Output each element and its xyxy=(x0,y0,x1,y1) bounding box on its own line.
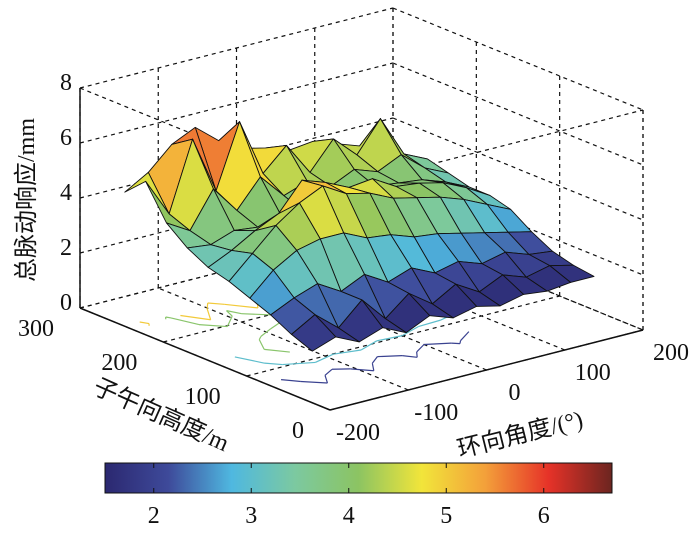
colorbar-tick-label: 5 xyxy=(440,503,452,529)
x-tick-label: 0 xyxy=(509,380,521,406)
x-axis-label: 环向角度/(°) xyxy=(455,406,586,463)
contour-segment xyxy=(325,369,332,375)
side-wall-grid-line xyxy=(393,63,643,165)
contour-segment xyxy=(417,352,418,357)
colorbar-tick-label: 2 xyxy=(148,503,160,529)
z-axis-label: 总脉动响应/mm xyxy=(13,118,40,282)
contour-segment xyxy=(372,357,377,364)
contour-segment xyxy=(235,357,265,363)
contour-segment xyxy=(460,341,461,344)
contour-segment xyxy=(361,341,377,350)
contour-segment xyxy=(333,350,361,354)
contour-segment xyxy=(451,343,460,344)
contour-segment xyxy=(377,356,402,357)
contour-segment xyxy=(264,363,282,364)
colorbar-tick-label: 4 xyxy=(343,503,355,529)
contour-segment xyxy=(461,332,469,341)
y-tick-label: 100 xyxy=(185,384,221,410)
y-tick-label: 0 xyxy=(292,418,304,444)
contour-segment xyxy=(261,329,271,337)
z-tick-label: 8 xyxy=(60,70,72,96)
x-tick-label: 200 xyxy=(653,340,689,366)
colorbar-tick-label: 6 xyxy=(538,503,550,529)
colorbar-tick-label: 3 xyxy=(245,503,257,529)
z-tick-label: 2 xyxy=(60,235,72,261)
colorbar xyxy=(105,463,612,493)
side-wall-grid-line xyxy=(393,8,643,110)
z-tick-label: 0 xyxy=(60,290,72,316)
contour-segment xyxy=(424,343,451,344)
y-tick-label: 200 xyxy=(101,350,137,376)
contour-segment xyxy=(207,303,208,309)
contour-segment xyxy=(166,317,171,318)
contour-segment xyxy=(140,322,149,324)
contour-segment xyxy=(325,375,327,383)
contour-segment xyxy=(171,318,199,325)
contour-segment xyxy=(301,382,328,384)
contour-segment xyxy=(417,345,424,352)
z-tick-label: 6 xyxy=(60,125,72,151)
contour-segment xyxy=(259,336,261,339)
contour-segment xyxy=(199,325,227,327)
contour-segment xyxy=(259,340,264,350)
y-tick-label: 300 xyxy=(18,316,54,342)
x-tick-label: -200 xyxy=(336,420,380,446)
contour-segment xyxy=(282,362,315,364)
contour-segment xyxy=(180,316,210,320)
z-tick-label: 4 xyxy=(60,180,72,206)
contour-segment xyxy=(402,356,417,358)
contour-segment xyxy=(224,304,258,308)
contour-segment xyxy=(207,309,211,320)
contour-segment xyxy=(208,303,224,304)
contour-segment xyxy=(281,380,301,382)
surface-plot xyxy=(125,119,594,352)
contour-segment xyxy=(264,349,290,352)
x-tick-label: 100 xyxy=(575,360,611,386)
contour-segment xyxy=(350,369,374,371)
x-tick-label: -100 xyxy=(414,400,458,426)
contour-segment xyxy=(372,363,373,371)
